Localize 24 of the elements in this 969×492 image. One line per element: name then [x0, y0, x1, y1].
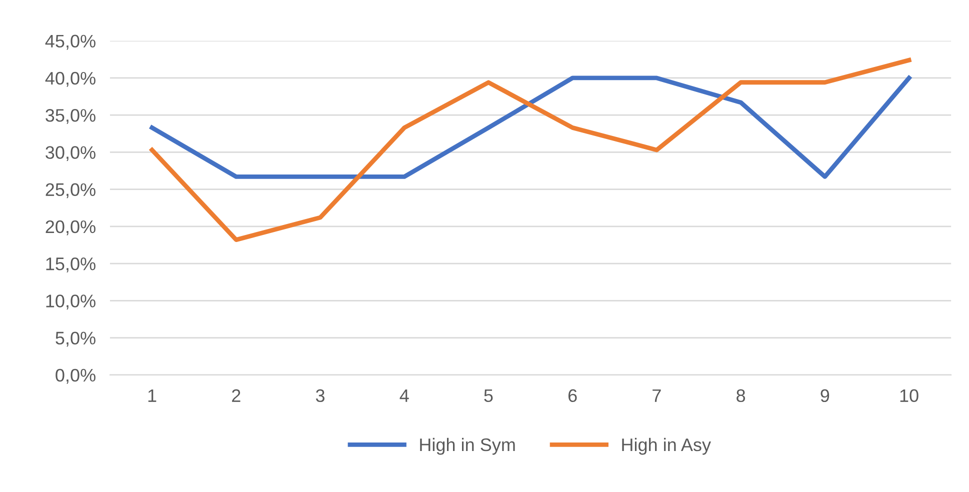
y-tick-label: 15,0% — [46, 257, 96, 272]
x-tick-label: 8 — [736, 389, 746, 402]
x-tick-label: 3 — [316, 389, 324, 402]
y-tick-label: 5,0% — [56, 332, 96, 347]
y-tick-label: 40,0% — [45, 72, 96, 87]
y-tick-label: 10,0% — [46, 294, 96, 310]
y-tick-label: 35,0% — [46, 109, 96, 124]
x-tick-label: 5 — [484, 389, 493, 402]
x-tick-label: 1 — [148, 389, 156, 402]
y-tick-label: 45,0% — [45, 34, 96, 50]
x-tick-label: 2 — [232, 389, 240, 402]
line-series — [150, 76, 912, 179]
y-tick-label: 0,0% — [56, 368, 96, 384]
y-tick-label: 30,0% — [46, 146, 96, 162]
x-tick-label: 10 — [900, 389, 918, 402]
y-tick-label: 20,0% — [46, 220, 96, 236]
x-tick-label: 7 — [652, 389, 661, 402]
line-series — [150, 58, 912, 242]
x-tick-label: 9 — [820, 389, 830, 402]
legend-label: High in Sym — [420, 438, 515, 455]
x-tick-label: 4 — [400, 389, 409, 402]
y-tick-label: 25,0% — [46, 183, 96, 198]
x-tick-label: 6 — [568, 389, 577, 402]
legend-label: High in Asy — [622, 438, 711, 455]
